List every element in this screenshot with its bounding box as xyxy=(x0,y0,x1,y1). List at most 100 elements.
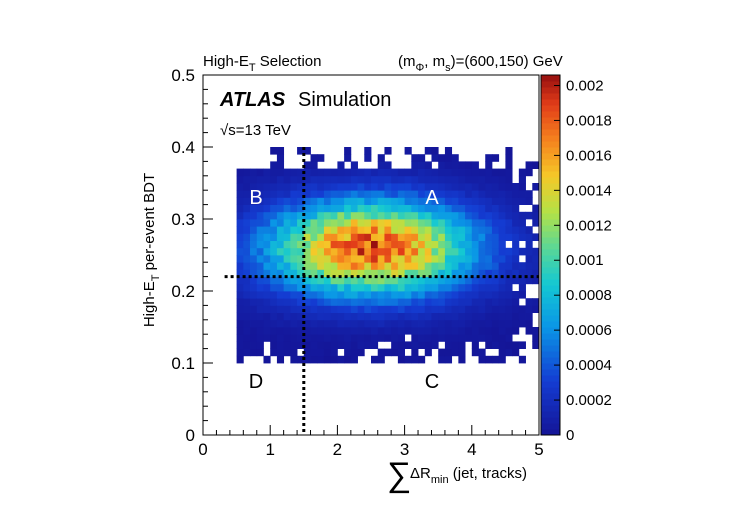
heatmap-cell xyxy=(444,327,453,335)
heatmap-cell xyxy=(391,283,399,292)
heatmap-cell xyxy=(283,204,291,213)
heatmap-cell xyxy=(350,262,358,270)
heatmap-cell xyxy=(451,183,459,191)
heatmap-cell xyxy=(384,226,392,234)
heatmap-cell xyxy=(512,204,520,213)
heatmap-cell xyxy=(337,298,345,306)
heatmap-cell xyxy=(485,334,493,342)
heatmap-cell xyxy=(438,183,446,191)
heatmap-cell xyxy=(290,204,298,213)
heatmap-cell xyxy=(364,255,372,263)
heatmap-cell xyxy=(444,175,453,184)
heatmap-cell xyxy=(418,183,426,191)
heatmap-cell xyxy=(438,219,446,227)
selection-title: High-ET Selection xyxy=(203,53,321,74)
color-scale-segment xyxy=(541,111,560,118)
heatmap-cell xyxy=(330,211,338,220)
heatmap-cell xyxy=(256,312,264,321)
heatmap-cell xyxy=(444,291,453,299)
heatmap-cell xyxy=(404,226,412,234)
heatmap-cell xyxy=(384,161,392,169)
color-scale-segment xyxy=(541,81,560,88)
heatmap-cell xyxy=(317,355,325,364)
color-scale-segment xyxy=(541,387,560,394)
heatmap-cell xyxy=(518,211,526,220)
heatmap-cell xyxy=(344,247,352,256)
heatmap-cell xyxy=(471,168,479,177)
heatmap-cell xyxy=(317,283,325,292)
heatmap-cell xyxy=(350,276,358,285)
heatmap-cell xyxy=(377,219,385,227)
heatmap-cell xyxy=(518,168,526,177)
heatmap-cell xyxy=(290,255,298,263)
heatmap-cell xyxy=(337,276,345,285)
heatmap-cell xyxy=(344,240,352,249)
heatmap-cell xyxy=(236,204,244,213)
heatmap-cell xyxy=(418,240,426,249)
color-scale-segment xyxy=(541,327,560,334)
heatmap-cell xyxy=(465,276,473,285)
heatmap-cell xyxy=(303,233,311,241)
heatmap-cell xyxy=(276,312,285,321)
heatmap-cell xyxy=(276,240,285,249)
heatmap-cell xyxy=(243,319,251,328)
color-scale-segment xyxy=(541,363,560,370)
heatmap-cell xyxy=(323,262,332,270)
heatmap-cell xyxy=(263,204,271,213)
heatmap-cell xyxy=(303,269,311,277)
heatmap-cell xyxy=(384,262,392,270)
heatmap-cell xyxy=(263,312,271,321)
heatmap-cell xyxy=(317,175,325,184)
heatmap-cell xyxy=(498,240,506,249)
y-tick-label: 0.3 xyxy=(171,210,195,229)
heatmap-cell xyxy=(444,161,453,169)
color-scale-segment xyxy=(541,291,560,298)
color-scale-segment xyxy=(541,285,560,292)
heatmap-cell xyxy=(424,147,432,155)
heatmap-cell xyxy=(350,319,358,328)
heatmap-cell xyxy=(424,247,432,256)
heatmap-cell xyxy=(371,190,379,198)
heatmap-cell xyxy=(512,291,520,299)
heatmap-cell xyxy=(478,247,486,256)
heatmap-cell xyxy=(364,291,372,299)
heatmap-cell xyxy=(471,327,479,335)
heatmap-cell xyxy=(317,240,325,249)
heatmap-cell xyxy=(357,291,365,299)
heatmap-cell xyxy=(397,341,405,349)
color-scale-segment xyxy=(541,141,560,148)
heatmap-cell xyxy=(283,291,291,299)
heatmap-cell xyxy=(270,298,278,306)
heatmap-cell xyxy=(404,255,412,263)
heatmap-cell xyxy=(330,355,338,364)
color-scale-segment xyxy=(541,249,560,256)
heatmap-cell xyxy=(371,175,379,184)
heatmap-cell xyxy=(364,233,372,241)
heatmap-cell xyxy=(364,341,372,349)
heatmap-cell xyxy=(290,190,298,198)
color-scale-tick-label: 0.002 xyxy=(566,77,604,94)
heatmap-cell xyxy=(518,341,526,349)
heatmap-cell xyxy=(512,319,520,328)
heatmap-cell xyxy=(270,291,278,299)
heatmap-cell xyxy=(371,312,379,321)
heatmap-cell xyxy=(431,283,439,292)
heatmap-cell xyxy=(371,247,379,256)
heatmap-cell xyxy=(350,226,358,234)
heatmap-cell xyxy=(256,341,264,349)
heatmap-cell xyxy=(276,291,285,299)
heatmap-cell xyxy=(444,211,453,220)
heatmap-cell xyxy=(357,211,365,220)
heatmap-cell xyxy=(344,291,352,299)
color-scale-tick-label: 0.0018 xyxy=(566,112,612,129)
heatmap-cell xyxy=(512,183,520,191)
heatmap-cell xyxy=(344,334,352,342)
heatmap-cell xyxy=(458,247,466,256)
heatmap-cell xyxy=(431,226,439,234)
heatmap-cell xyxy=(276,204,285,213)
color-scale-segment xyxy=(541,417,560,424)
heatmap-cell xyxy=(371,183,379,191)
heatmap-cell xyxy=(243,183,251,191)
heatmap-cell xyxy=(250,197,258,205)
heatmap-cell xyxy=(458,276,466,285)
